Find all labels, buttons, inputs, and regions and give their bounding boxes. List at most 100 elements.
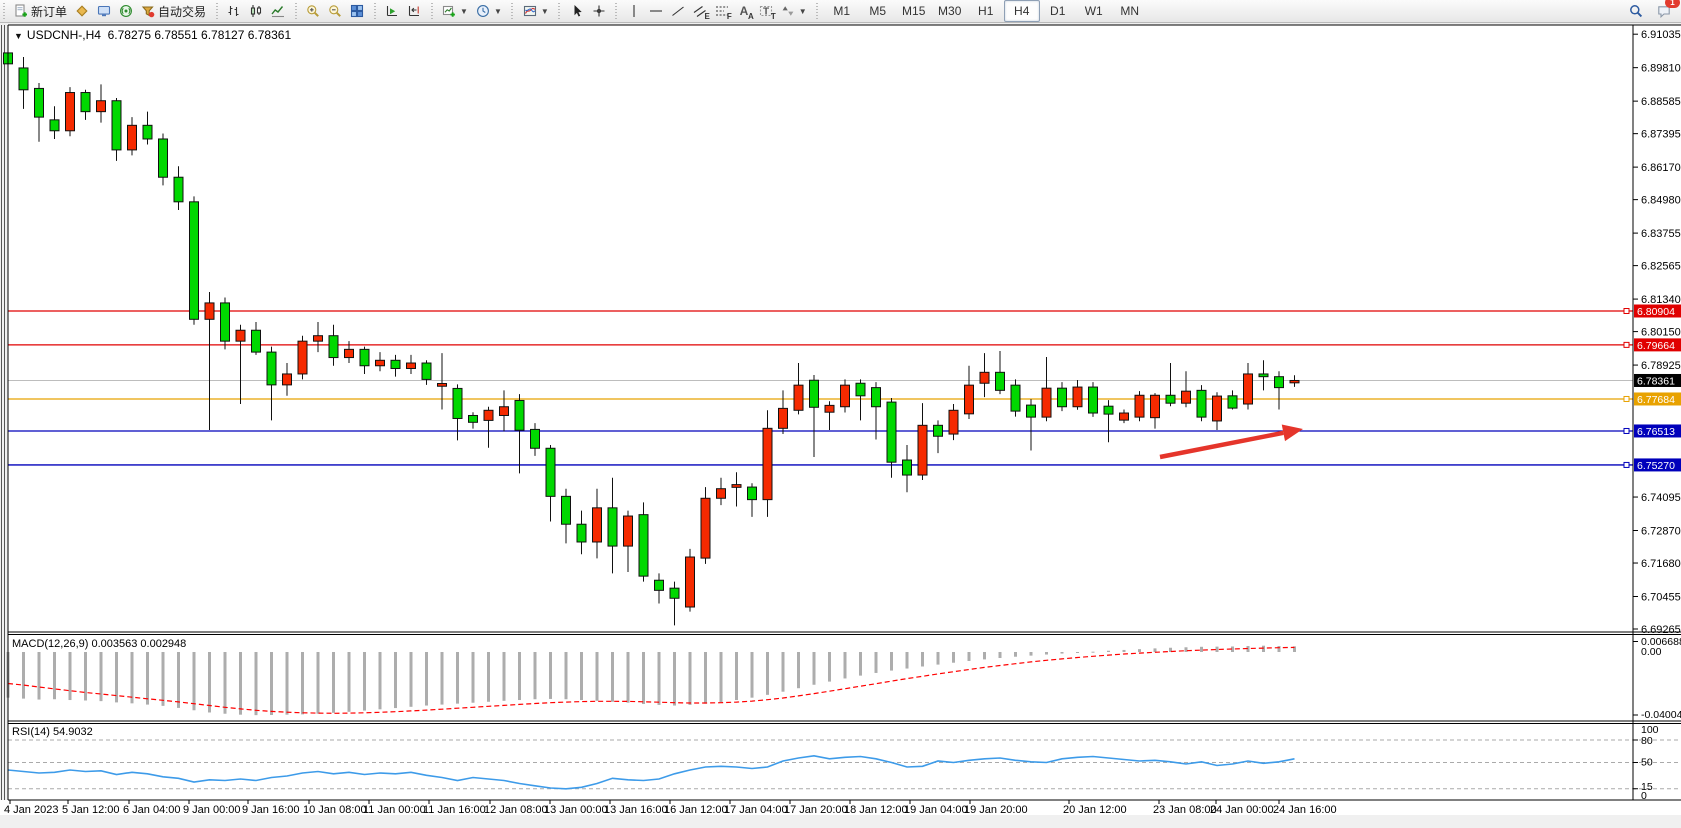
toolbar-grip[interactable]: [556, 3, 562, 19]
price-axis[interactable]: 6.91035 6.89810 6.88585 6.87395 6.86170 6.849…: [1633, 29, 1681, 802]
timeframe-button-h4[interactable]: H4: [1003, 0, 1040, 22]
candlestick-mode-button[interactable]: [245, 0, 267, 22]
auto-scroll-button[interactable]: [381, 0, 403, 22]
notification-badge: 1: [1665, 0, 1680, 8]
timeframe-button-m15[interactable]: M15: [896, 0, 932, 22]
svg-text:24 Jan 00:00: 24 Jan 00:00: [1210, 804, 1274, 816]
trendline-icon: [671, 6, 684, 16]
svg-text:9 Jan 16:00: 9 Jan 16:00: [242, 804, 300, 816]
timeframe-button-m1[interactable]: M1: [824, 0, 860, 22]
tile-windows-button[interactable]: [346, 0, 368, 22]
periods-button[interactable]: ▼: [472, 0, 506, 22]
timeframe-button-h1[interactable]: H1: [968, 0, 1004, 22]
toolbar-group-scroll: [378, 0, 428, 22]
chart-symbol-period: USDCNH-,H4: [26, 28, 101, 42]
metaeditor-button[interactable]: [71, 0, 93, 22]
channel-icon: [693, 6, 706, 17]
market-watch-button[interactable]: [93, 0, 115, 22]
toolbar-group-cursor: [563, 0, 613, 22]
vertical-line-tool-button[interactable]: [623, 0, 645, 22]
svg-text:6.88585: 6.88585: [1641, 96, 1681, 108]
chart-title: ▼ USDCNH-,H4 6.78275 6.78551 6.78127 6.78…: [14, 28, 291, 42]
tile-icon: [350, 4, 364, 18]
dropdown-caret-icon[interactable]: ▼: [540, 6, 549, 16]
svg-text:80: 80: [1641, 735, 1653, 747]
arrows-tool-button[interactable]: ▼: [777, 0, 811, 22]
toolbar-grip[interactable]: [613, 3, 619, 19]
svg-text:6.77684: 6.77684: [1637, 394, 1675, 406]
svg-text:6.83755: 6.83755: [1641, 228, 1681, 240]
time-axis[interactable]: 4 Jan 2023 5 Jan 12:00 6 Jan 04:00 9 Jan 00…: [4, 800, 1337, 816]
horizontal-line-tool-button[interactable]: [645, 0, 667, 22]
crosshair-tool-button[interactable]: [588, 0, 610, 22]
cursor-tool-button[interactable]: [566, 0, 588, 22]
svg-text:9 Jan 00:00: 9 Jan 00:00: [183, 804, 241, 816]
symbol-dropdown-icon[interactable]: ▼: [14, 31, 23, 41]
hline-handle[interactable]: [1623, 395, 1630, 402]
button-label: H4: [1014, 4, 1030, 18]
indicators-icon: [523, 5, 536, 17]
autotrading-button[interactable]: 自动交易: [137, 0, 210, 22]
new-order-button[interactable]: 新订单: [10, 0, 71, 22]
timeframe-button-m30[interactable]: M30: [932, 0, 968, 22]
bar-chart-mode-button[interactable]: [223, 0, 245, 22]
button-label: 新订单: [31, 4, 68, 19]
zoom-out-icon: [329, 5, 341, 17]
macd-panel[interactable]: [6, 645, 1297, 716]
toolbar-grip[interactable]: [372, 3, 378, 19]
channel-tool-button[interactable]: E: [689, 0, 711, 22]
line-chart-mode-button[interactable]: [267, 0, 289, 22]
timeframe-button-w1[interactable]: W1: [1076, 0, 1112, 22]
hline-handle[interactable]: [1623, 341, 1630, 348]
tool-glyph: T: [770, 12, 776, 21]
timeframe-button-mn[interactable]: MN: [1112, 0, 1148, 22]
toolbar-grip[interactable]: [214, 3, 220, 19]
timeframe-button-m5[interactable]: M5: [860, 0, 896, 22]
main-chart-panel[interactable]: [3, 46, 1634, 626]
auto-scroll-icon: [386, 6, 398, 17]
rsi-panel[interactable]: [7, 739, 1681, 790]
arrow-annotation[interactable]: [1159, 430, 1284, 460]
toolbar-group-trade: 新订单 自动交易: [7, 0, 213, 22]
trendline-tool-button[interactable]: [667, 0, 689, 22]
svg-text:6.84980: 6.84980: [1641, 195, 1681, 207]
search-button[interactable]: [1625, 0, 1647, 22]
timeframe-button-d1[interactable]: D1: [1040, 0, 1076, 22]
svg-text:6.86170: 6.86170: [1641, 162, 1681, 174]
hline-handle[interactable]: [1623, 308, 1630, 314]
zoom-in-button[interactable]: [302, 0, 324, 22]
monitor-icon: [97, 5, 111, 17]
toolbar-grip[interactable]: [429, 3, 435, 19]
toolbar-grip[interactable]: [293, 3, 299, 19]
fibo-icon: [715, 6, 728, 16]
svg-text:50: 50: [1641, 757, 1653, 769]
arrow-annotation-head[interactable]: [1281, 424, 1303, 442]
svg-text:19 Jan 04:00: 19 Jan 04:00: [904, 804, 968, 816]
indicators-list-button[interactable]: ▼: [519, 0, 553, 22]
toolbar-grip[interactable]: [509, 3, 515, 19]
svg-text:19 Jan 20:00: 19 Jan 20:00: [964, 804, 1028, 816]
signals-button[interactable]: [115, 0, 137, 22]
svg-text:17 Jan 20:00: 17 Jan 20:00: [784, 804, 848, 816]
toolbar-grip[interactable]: [814, 3, 820, 19]
zoom-out-button[interactable]: [324, 0, 346, 22]
toolbar-grip[interactable]: [1, 3, 6, 19]
dropdown-caret-icon[interactable]: ▼: [493, 6, 502, 16]
shapes-icon: [782, 6, 794, 16]
hline-handle[interactable]: [1623, 461, 1630, 468]
svg-text:6.74095: 6.74095: [1641, 492, 1681, 504]
notifications-button[interactable]: 1: [1653, 0, 1680, 22]
dropdown-caret-icon[interactable]: ▼: [460, 6, 468, 16]
fibonacci-tool-button[interactable]: F: [711, 0, 733, 22]
chart-shift-button[interactable]: [403, 0, 425, 22]
tool-glyph: F: [726, 12, 732, 21]
new-chart-button[interactable]: ▼: [438, 0, 472, 22]
svg-text:13 Jan 16:00: 13 Jan 16:00: [604, 804, 668, 816]
hline-handle[interactable]: [1623, 427, 1630, 434]
chat-icon: [1658, 6, 1670, 18]
cursor-icon: [574, 5, 582, 17]
dropdown-caret-icon[interactable]: ▼: [798, 6, 807, 16]
